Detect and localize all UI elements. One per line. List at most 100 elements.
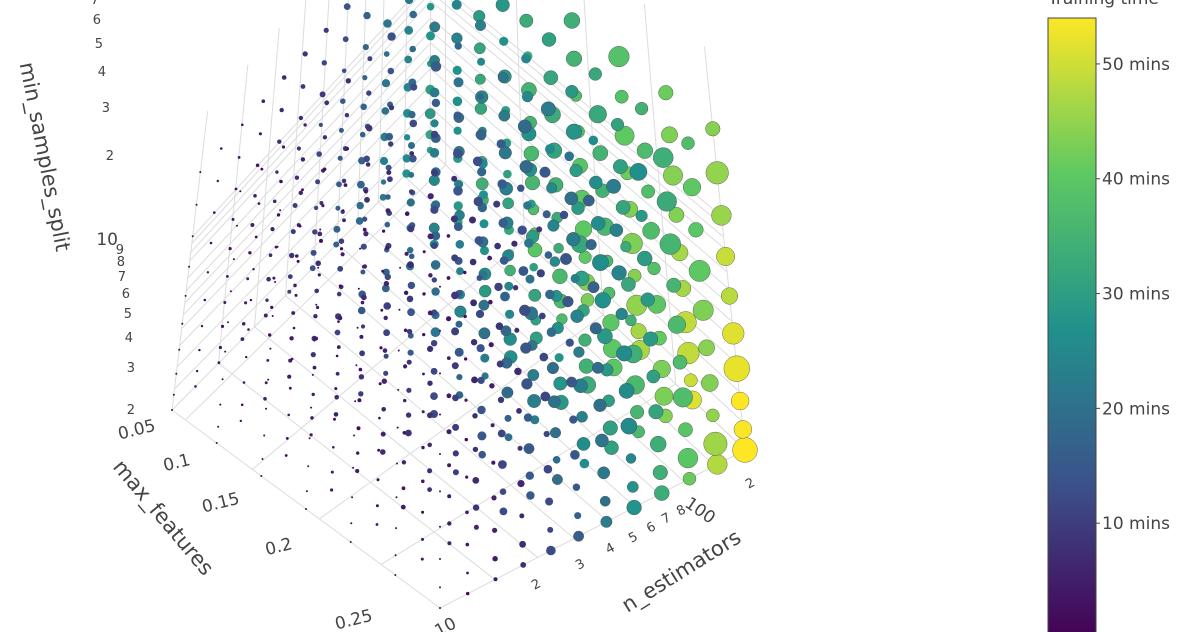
data-point — [284, 454, 288, 457]
data-point — [514, 327, 520, 333]
data-point — [380, 449, 386, 455]
data-point — [474, 73, 486, 85]
data-point — [294, 293, 298, 297]
data-point — [573, 530, 584, 542]
data-point — [300, 157, 306, 162]
wall-grid-line — [189, 0, 432, 262]
data-point — [401, 460, 407, 465]
data-point — [478, 299, 490, 311]
data-point — [495, 0, 510, 12]
data-point — [470, 299, 477, 307]
data-point — [181, 322, 184, 325]
data-point — [663, 165, 683, 186]
data-point — [453, 126, 462, 135]
data-point — [341, 209, 345, 212]
data-point — [407, 246, 414, 254]
data-point — [517, 225, 527, 235]
data-point — [385, 194, 391, 200]
colorbar: Training time 10 mins 20 mins 30 mins 40 mi… — [1047, 0, 1170, 632]
data-point — [385, 245, 390, 250]
data-point — [477, 57, 486, 66]
data-point — [476, 344, 485, 353]
data-point — [560, 253, 572, 265]
data-point — [463, 314, 467, 319]
data-point — [576, 411, 588, 423]
data-point — [353, 434, 356, 437]
data-point — [356, 426, 361, 431]
data-point — [456, 374, 463, 381]
data-point — [565, 123, 582, 140]
data-point — [339, 247, 344, 251]
data-point — [361, 294, 367, 301]
data-point — [625, 453, 637, 464]
data-point — [428, 273, 433, 278]
data-point — [642, 222, 660, 240]
data-point — [523, 443, 535, 454]
data-point — [349, 541, 352, 543]
wall-grid-line — [192, 0, 411, 238]
data-point — [566, 376, 577, 388]
data-point — [599, 495, 611, 507]
data-point — [241, 123, 244, 127]
data-point — [241, 322, 246, 326]
data-point — [407, 281, 416, 290]
data-point — [526, 491, 535, 500]
data-point — [175, 372, 178, 375]
data-point — [406, 198, 415, 207]
data-point — [395, 496, 398, 499]
data-point — [319, 91, 326, 98]
data-point — [512, 285, 519, 291]
data-point — [451, 362, 459, 370]
data-point — [383, 302, 392, 310]
data-point — [474, 102, 488, 115]
data-point — [247, 328, 250, 331]
data-point — [681, 136, 695, 150]
data-point — [682, 472, 697, 486]
z-tick-label: 5 — [95, 37, 103, 52]
data-point — [219, 403, 222, 406]
data-point — [431, 169, 438, 177]
data-point — [209, 241, 213, 245]
data-point — [583, 194, 595, 207]
data-point — [683, 178, 702, 197]
data-point — [367, 56, 373, 62]
data-point — [272, 199, 277, 204]
data-point — [408, 189, 414, 195]
data-point — [452, 394, 459, 402]
data-point — [447, 541, 452, 546]
data-point — [684, 373, 698, 388]
data-point — [194, 385, 197, 388]
data-point — [426, 2, 435, 11]
data-point — [362, 44, 369, 51]
data-point — [381, 378, 387, 384]
data-point — [469, 216, 476, 224]
data-point — [394, 574, 397, 576]
data-point — [499, 507, 508, 516]
data-point — [600, 515, 613, 528]
data-point — [240, 403, 244, 407]
data-point — [195, 369, 199, 373]
data-point — [640, 292, 655, 307]
data-point — [451, 327, 460, 336]
data-point — [615, 307, 628, 321]
data-point — [223, 301, 227, 304]
data-point — [317, 266, 320, 269]
data-point — [578, 250, 592, 264]
data-point — [552, 474, 563, 485]
data-point — [574, 512, 582, 520]
data-point — [500, 291, 510, 302]
data-point — [276, 245, 279, 248]
data-point — [497, 72, 509, 83]
data-point — [469, 258, 477, 266]
data-point — [406, 387, 412, 393]
data-point — [511, 240, 518, 247]
data-point — [569, 415, 578, 424]
data-point — [381, 79, 391, 88]
data-point — [570, 450, 580, 460]
data-point — [333, 417, 336, 421]
data-point — [530, 415, 540, 425]
data-point — [494, 282, 503, 292]
data-point — [519, 13, 534, 28]
data-point — [319, 228, 322, 231]
